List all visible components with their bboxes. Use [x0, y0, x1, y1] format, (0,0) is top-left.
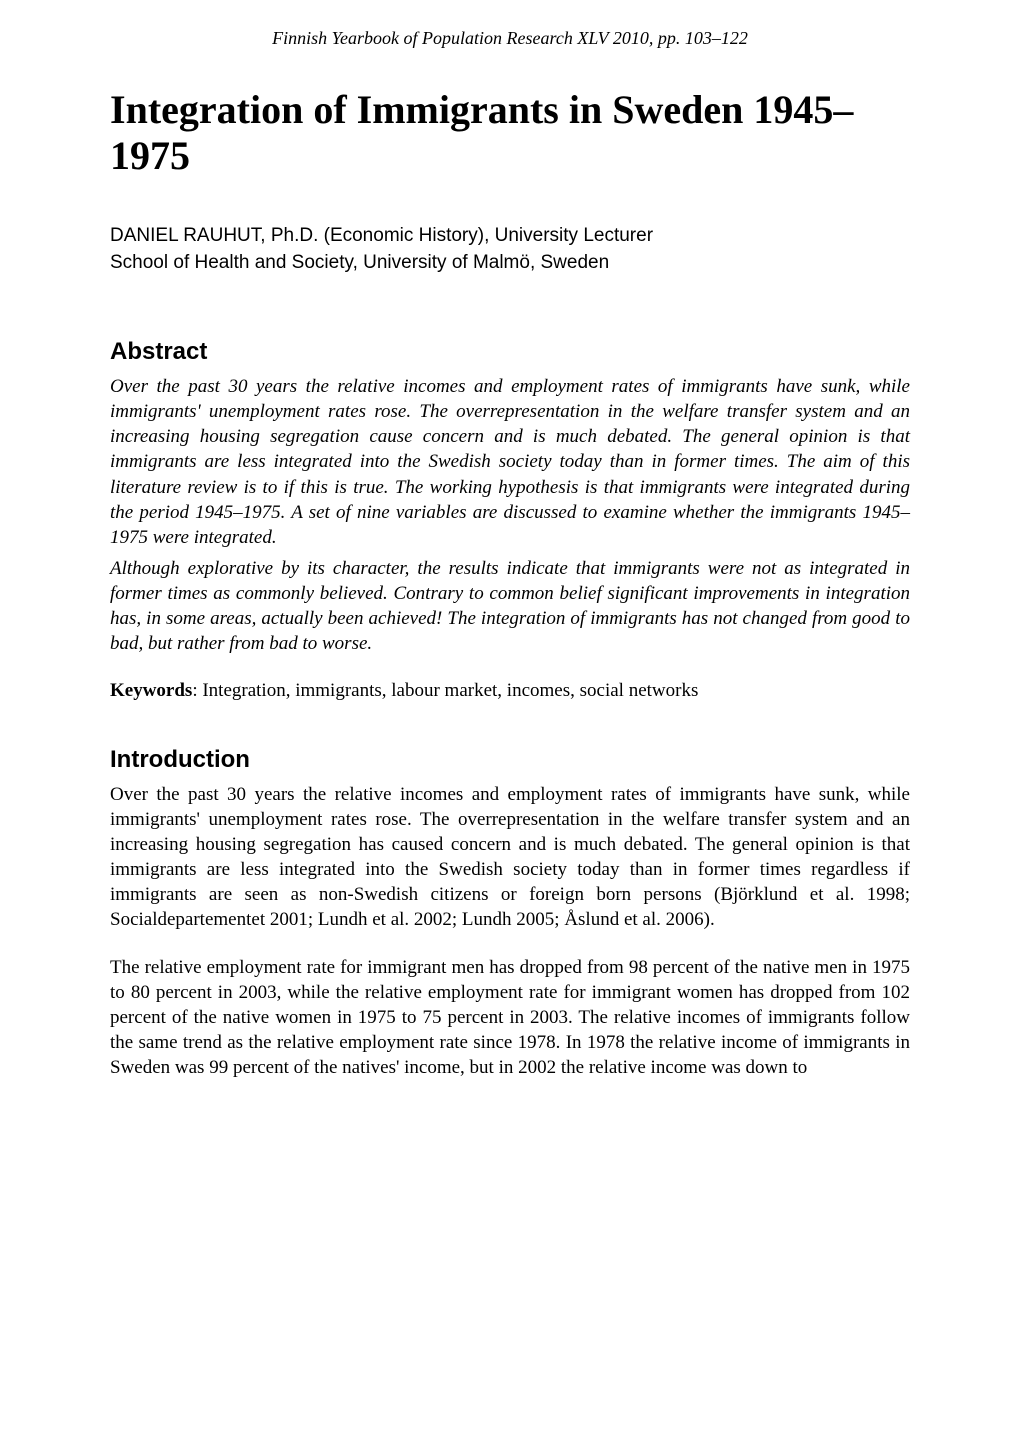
- abstract-heading: Abstract: [110, 338, 910, 366]
- keywords-label: Keywords: [110, 680, 192, 701]
- introduction-heading: Introduction: [110, 746, 910, 774]
- keywords-text: : Integration, immigrants, labour market…: [192, 680, 698, 701]
- abstract-paragraph-1: Over the past 30 years the relative inco…: [110, 374, 910, 550]
- introduction-paragraph-2: The relative employment rate for immigra…: [110, 955, 910, 1080]
- author-affiliation: School of Health and Society, University…: [110, 250, 910, 277]
- author-block: DANIEL RAUHUT, Ph.D. (Economic History),…: [110, 223, 910, 276]
- abstract-paragraph-2: Although explorative by its character, t…: [110, 556, 910, 656]
- journal-header: Finnish Yearbook of Population Research …: [110, 28, 910, 49]
- article-title: Integration of Immigrants in Sweden 1945…: [110, 87, 910, 179]
- keywords-line: Keywords: Integration, immigrants, labou…: [110, 680, 910, 702]
- introduction-paragraph-1: Over the past 30 years the relative inco…: [110, 782, 910, 932]
- author-name-role: DANIEL RAUHUT, Ph.D. (Economic History),…: [110, 223, 910, 250]
